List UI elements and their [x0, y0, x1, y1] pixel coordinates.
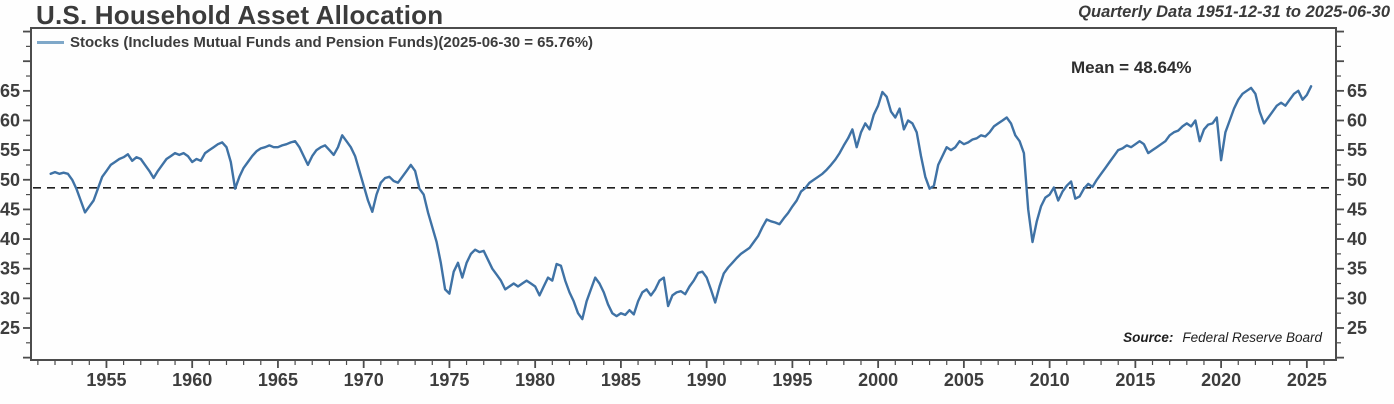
y-tick-label-left: 40	[0, 229, 20, 249]
x-tick-label: 2015	[1115, 370, 1155, 390]
y-tick-label-right: 35	[1347, 259, 1367, 279]
x-tick-label: 1975	[429, 370, 469, 390]
source-prefix: Source:	[1123, 330, 1174, 345]
legend-line-swatch-icon	[37, 41, 64, 44]
legend-label: Stocks (Includes Mutual Funds and Pensio…	[70, 34, 594, 51]
y-tick-label-right: 45	[1347, 199, 1367, 219]
y-tick-label-left: 55	[0, 140, 20, 160]
x-tick-label: 2025	[1287, 370, 1327, 390]
y-tick-label-left: 35	[0, 259, 20, 279]
y-tick-label-right: 50	[1347, 170, 1367, 190]
x-tick-label: 1955	[86, 370, 126, 390]
series-line-stocks	[49, 85, 1313, 321]
y-tick-label-right: 60	[1347, 110, 1367, 130]
x-tick-label: 2000	[858, 370, 898, 390]
x-tick-label: 1960	[172, 370, 212, 390]
source-text: Federal Reserve Board	[1182, 330, 1322, 345]
page-title: U.S. Household Asset Allocation	[36, 0, 444, 30]
legend: Stocks (Includes Mutual Funds and Pensio…	[37, 34, 593, 51]
x-tick-label: 1995	[772, 370, 812, 390]
y-tick-label-left: 25	[0, 318, 20, 338]
y-tick-label-right: 30	[1347, 288, 1367, 308]
y-tick-label-right: 40	[1347, 229, 1367, 249]
x-tick-label: 2005	[944, 370, 984, 390]
mean-label: Mean = 48.64%	[1071, 58, 1192, 77]
x-tick-label: 1970	[344, 370, 384, 390]
x-tick-label: 1985	[601, 370, 641, 390]
y-tick-label-left: 30	[0, 288, 20, 308]
y-tick-label-right: 25	[1347, 318, 1367, 338]
y-tick-label-left: 45	[0, 199, 20, 219]
x-tick-label: 1990	[687, 370, 727, 390]
y-tick-label-right: 65	[1347, 81, 1367, 101]
x-axis: 1955 1960 1965 1970 1975 1980 1985 1990 1995 2000…	[37, 360, 1327, 390]
y-tick-label-left: 65	[0, 81, 20, 101]
x-tick-label: 1980	[515, 370, 555, 390]
y-tick-label-left: 60	[0, 110, 20, 130]
y-axis: 25 25 30 30 35 35 40 40 45 45 50 50 55 55 60 60 65 65	[0, 30, 1367, 359]
x-tick-label: 1965	[258, 370, 298, 390]
y-tick-label-right: 55	[1347, 140, 1367, 160]
y-tick-label-left: 50	[0, 170, 20, 190]
x-tick-label: 2020	[1201, 370, 1241, 390]
chart-subtitle: Quarterly Data 1951-12-31 to 2025-06-30	[1078, 3, 1390, 21]
x-tick-label: 2010	[1030, 370, 1070, 390]
source-label: Source: Federal Reserve Board	[1123, 330, 1322, 345]
